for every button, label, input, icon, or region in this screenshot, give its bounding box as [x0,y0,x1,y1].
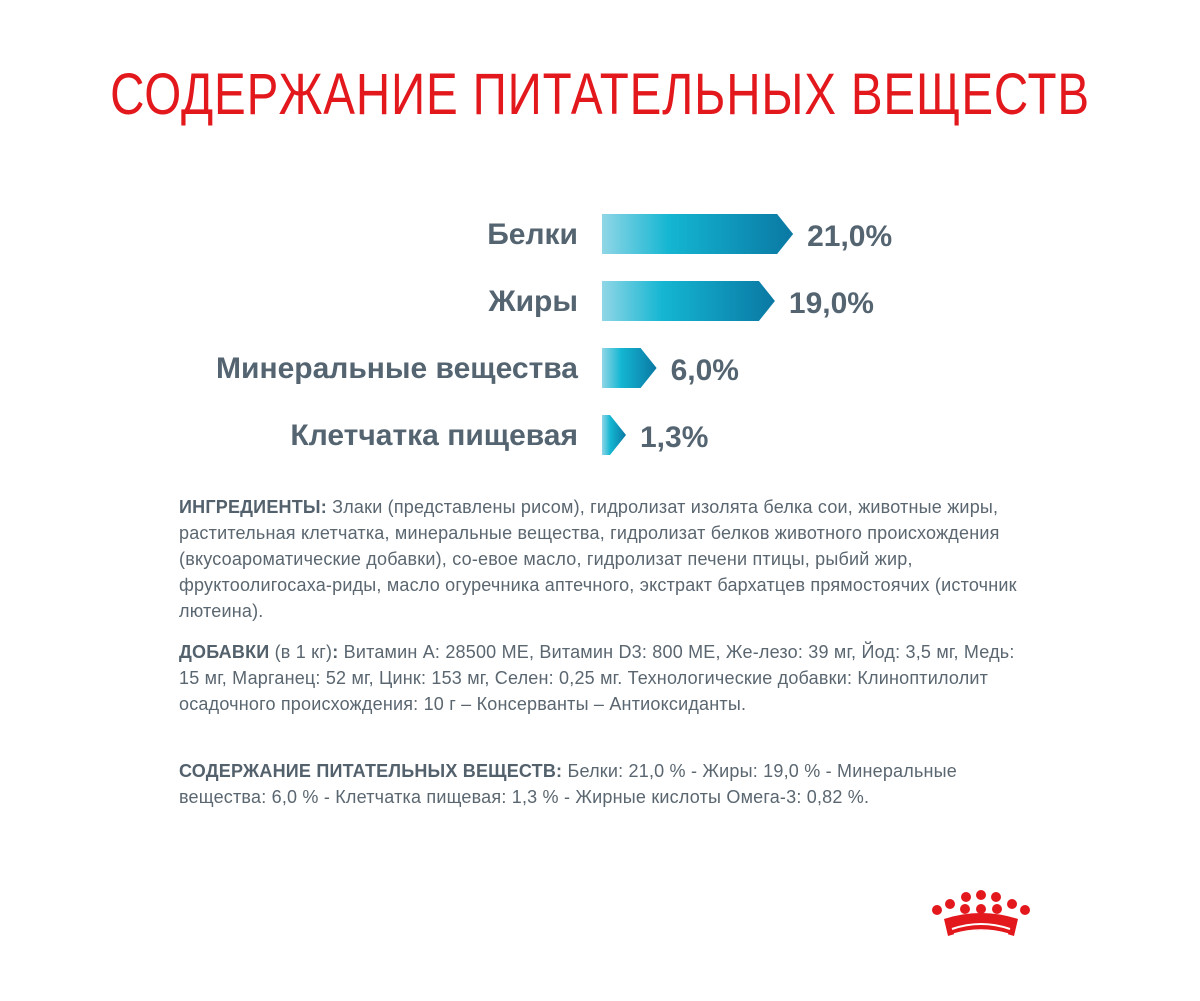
bar [602,281,775,321]
value-label: 6,0% [670,354,739,387]
bar [602,214,794,254]
nutrients-label: СОДЕРЖАНИЕ ПИТАТЕЛЬНЫХ ВЕЩЕСТВ: [179,761,563,781]
additives-label: ДОБАВКИ [179,642,270,662]
additives-qualifier: (в 1 кг) [269,642,333,662]
category-label: Жиры [488,285,578,318]
category-label: Белки [487,218,578,251]
crown-logo-icon [932,890,1030,936]
bar [602,415,626,455]
value-label: 19,0% [788,287,874,320]
ingredients-text: Злаки (представлены рисом), гидролизат и… [179,497,1017,621]
category-label: Клетчатка пищевая [290,419,578,452]
nutrients-text: Белки: 21,0 % - Жиры: 19,0 % - Минеральн… [179,761,958,807]
additives-colon: : [332,642,339,662]
value-label: 1,3% [640,421,709,454]
nutrient-bar-chart: Белки 21,0% Жиры 19,0% Минеральные вещества 6… [0,0,1200,480]
value-label: 21,0% [807,220,893,253]
additives-text: Витамин А: 28500 МЕ, Витамин D3: 800 МЕ,… [179,642,1015,714]
bar [602,348,657,388]
ingredients-paragraph: ИНГРЕДИЕНТЫ: Злаки (представлены рисом),… [179,494,1039,624]
page-title: СОДЕРЖАНИЕ ПИТАТЕЛЬНЫХ ВЕЩЕСТВ [110,62,1090,127]
ingredients-label: ИНГРЕДИЕНТЫ: [179,497,327,517]
category-label: Минеральные вещества [216,352,578,385]
nutrients-paragraph: СОДЕРЖАНИЕ ПИТАТЕЛЬНЫХ ВЕЩЕСТВ: Белки: 2… [179,758,1039,810]
additives-paragraph: ДОБАВКИ (в 1 кг): Витамин А: 28500 МЕ, В… [179,639,1039,717]
